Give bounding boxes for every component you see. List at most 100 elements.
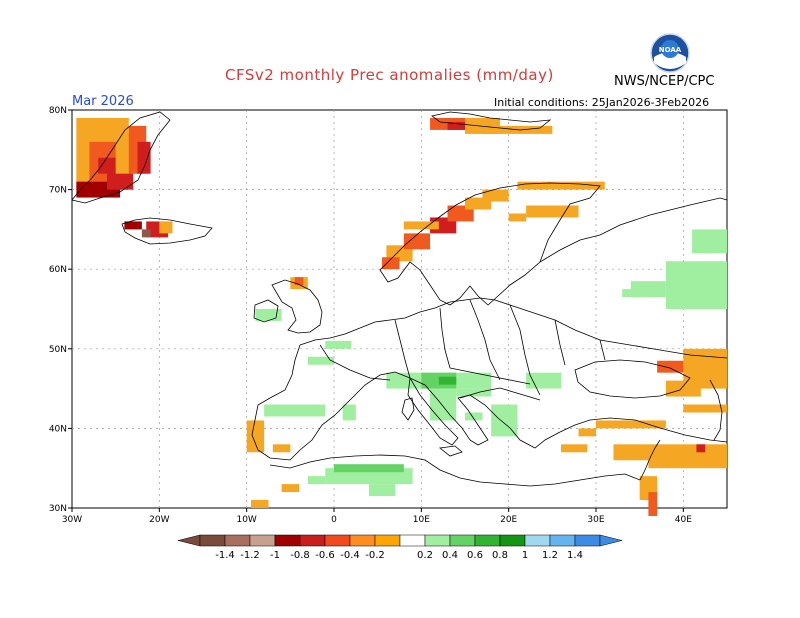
- anomaly-cell: [137, 141, 151, 174]
- colorbar-label: -1.2: [240, 550, 260, 561]
- colorbar: -1.4 -1.2 -1 -0.8 -0.6 -0.4 -0.2 0.2 0.4 0.6 0.8 1 1…: [177, 534, 623, 561]
- anomaly-cell: [648, 492, 658, 516]
- anomaly-cell: [281, 484, 300, 493]
- anomaly-cell: [648, 452, 727, 469]
- lon-tick-label: 30W: [62, 515, 82, 525]
- colorbar-label: 1.2: [542, 550, 558, 561]
- anomaly-cell: [124, 221, 142, 230]
- anomaly-cell: [251, 500, 269, 508]
- colorbar-swatch: [449, 534, 476, 547]
- anomaly-cell: [622, 289, 640, 298]
- colorbar-label: -1.4: [215, 550, 235, 561]
- colorbar-swatch: [424, 534, 451, 547]
- anomaly-cell: [246, 420, 265, 453]
- anomaly-cell: [438, 376, 457, 385]
- forecast-month: Mar 2026: [72, 94, 134, 109]
- lat-tick-label: 40N: [49, 424, 67, 434]
- map-frame: [71, 109, 728, 509]
- anomaly-cell: [264, 404, 326, 417]
- colorbar-swatch: [324, 534, 351, 547]
- colorbar-swatch: [499, 534, 526, 547]
- colorbar-swatch: [274, 534, 301, 547]
- lon-tick-label: 0: [331, 515, 337, 525]
- anomaly-cell: [141, 229, 151, 238]
- lat-tick-label: 80N: [49, 106, 67, 116]
- anomaly-cell: [465, 412, 483, 421]
- lon-tick-label: 30E: [587, 515, 604, 525]
- anomaly-cell: [307, 356, 334, 365]
- latitude-labels: 80N 70N 60N 50N 40N 30N: [49, 106, 72, 514]
- anomaly-cell: [325, 468, 413, 485]
- colorbar-swatch: [524, 534, 551, 547]
- colorbar-swatch: [299, 534, 326, 547]
- colorbar-high-arrow: [599, 534, 623, 547]
- colorbar-label: 0.2: [417, 550, 433, 561]
- lat-tick-label: 30N: [49, 504, 67, 514]
- anomaly-cell: [561, 444, 588, 453]
- lat-tick-label: 50N: [49, 345, 67, 355]
- anomaly-cell: [272, 444, 291, 453]
- anomaly-cell: [596, 420, 666, 429]
- anomaly-cell: [696, 444, 706, 453]
- colorbar-label: -1: [270, 550, 280, 561]
- anomaly-cell: [368, 484, 396, 497]
- anomaly-cell: [526, 205, 579, 218]
- map-title: CFSv2 monthly Prec anomalies (mm/day): [225, 66, 554, 84]
- anomaly-cell: [683, 404, 727, 413]
- lon-tick-label: 10W: [236, 515, 256, 525]
- noaa-logo: NOAA: [650, 33, 690, 73]
- anomaly-cell: [657, 360, 684, 373]
- colorbar-label: 0.8: [492, 550, 508, 561]
- colorbar-label: 0.4: [442, 550, 458, 561]
- initial-conditions: Initial conditions: 25Jan2026-3Feb2026: [494, 96, 710, 109]
- colorbar-swatch: [249, 534, 276, 547]
- lat-tick-label: 60N: [49, 265, 67, 275]
- anomaly-cell: [307, 476, 326, 485]
- colorbar-label: 0.6: [467, 550, 483, 561]
- anomaly-cell: [526, 372, 562, 389]
- anomaly-cell: [447, 121, 465, 130]
- lon-tick-label: 20W: [149, 515, 169, 525]
- anomaly-cell: [403, 233, 431, 250]
- colorbar-label: -0.2: [365, 550, 385, 561]
- colorbar-low-arrow: [177, 534, 201, 547]
- anomaly-cell: [294, 277, 304, 286]
- agency-label: NWS/NCEP/CPC: [614, 74, 715, 89]
- colorbar-swatch: [349, 534, 376, 547]
- colorbar-label: -0.4: [340, 550, 360, 561]
- coastlines: [71, 111, 728, 487]
- anomaly-cell: [255, 309, 282, 321]
- colorbar-swatch: [574, 534, 601, 547]
- longitude-labels: 30W 20W 10W 0 10E 20E 30E 40E: [62, 508, 692, 525]
- lon-tick-label: 10E: [413, 515, 430, 525]
- colorbar-label: -0.6: [315, 550, 335, 561]
- colorbar-label: -0.8: [290, 550, 310, 561]
- lat-tick-label: 70N: [49, 186, 67, 196]
- anomaly-cell: [508, 213, 527, 222]
- anomaly-cell: [465, 197, 492, 210]
- anomaly-cell: [159, 221, 173, 234]
- colorbar-swatch: [549, 534, 576, 547]
- anomaly-cell: [482, 189, 509, 202]
- anomaly-cell: [382, 257, 400, 270]
- anomaly-cell: [456, 388, 492, 397]
- anomaly-cell: [517, 181, 605, 190]
- anomaly-cell: [342, 404, 356, 421]
- anomaly-cell: [403, 221, 439, 230]
- colorbar-swatch: [224, 534, 251, 547]
- logo-text: NOAA: [659, 46, 682, 54]
- colorbar-swatch: [199, 534, 226, 547]
- anomaly-cell: [578, 428, 596, 437]
- anomaly-cell: [430, 388, 457, 421]
- anomaly-cell: [692, 229, 727, 254]
- anomaly-cell: [665, 261, 727, 309]
- colorbar-swatch: [374, 534, 401, 547]
- anomaly-cells: [76, 117, 727, 516]
- lon-tick-label: 20E: [500, 515, 517, 525]
- colorbar-swatch: [399, 534, 426, 547]
- anomaly-cell: [665, 380, 701, 397]
- colorbar-label: 1.4: [567, 550, 583, 561]
- anomaly-cell: [325, 340, 352, 349]
- graticule: [72, 110, 727, 508]
